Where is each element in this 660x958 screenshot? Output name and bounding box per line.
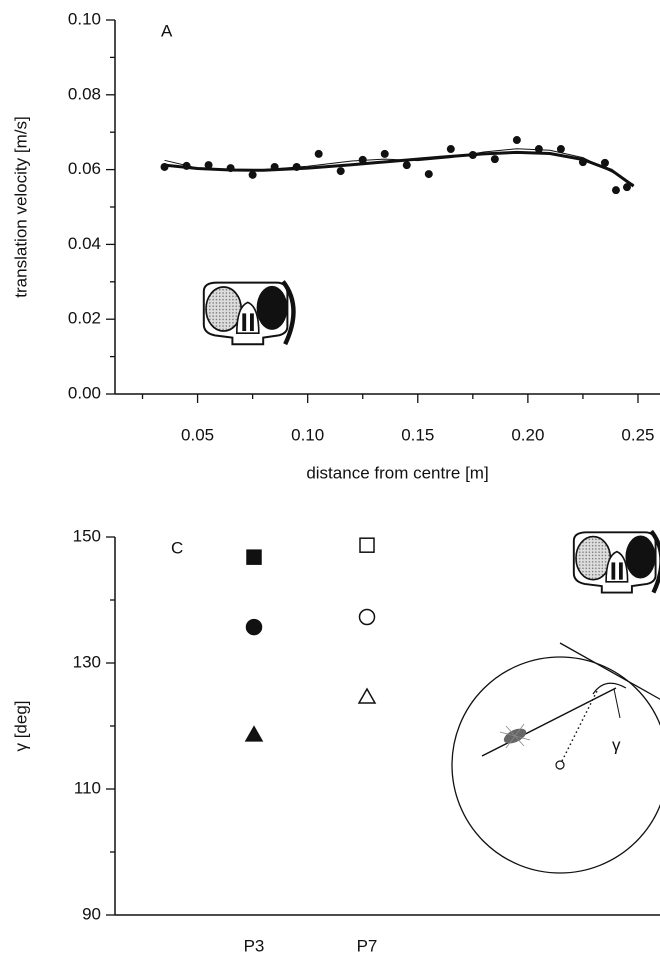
y-tick-label: 90 bbox=[82, 904, 101, 923]
data-point bbox=[468, 151, 477, 160]
arena-icon bbox=[574, 531, 660, 592]
data-point bbox=[622, 183, 631, 192]
data-point bbox=[490, 155, 499, 164]
data-point bbox=[226, 164, 235, 173]
y-tick-label: 130 bbox=[73, 652, 101, 671]
data-point bbox=[248, 170, 257, 179]
y-tick-label: 110 bbox=[74, 778, 101, 797]
x-tick-label: 0.10 bbox=[291, 425, 324, 444]
marker-triangle bbox=[244, 725, 264, 742]
marker-triangle bbox=[357, 687, 377, 704]
data-point bbox=[314, 149, 323, 158]
data-point bbox=[204, 161, 213, 170]
data-point bbox=[402, 161, 411, 170]
marker-square bbox=[246, 549, 262, 565]
y-tick-label: 0.10 bbox=[68, 9, 101, 28]
x-axis-label: distance from centre [m] bbox=[306, 463, 488, 482]
data-point bbox=[292, 162, 301, 171]
x-tick-label: 0.05 bbox=[181, 425, 214, 444]
y-tick-label: 0.00 bbox=[68, 383, 101, 402]
marker-circle bbox=[358, 608, 376, 626]
panel-label: C bbox=[171, 538, 183, 557]
data-point bbox=[611, 186, 620, 195]
y-tick-label: 0.06 bbox=[68, 159, 101, 178]
x-tick-label: P3 bbox=[244, 936, 265, 955]
data-point bbox=[446, 145, 455, 154]
y-tick-label: 0.08 bbox=[68, 84, 101, 103]
x-tick-label: 0.20 bbox=[511, 425, 544, 444]
fit-line bbox=[164, 148, 634, 186]
data-point bbox=[424, 170, 433, 179]
x-tick-label: 0.25 bbox=[621, 425, 654, 444]
data-point bbox=[556, 145, 565, 154]
y-tick-label: 0.04 bbox=[68, 234, 101, 253]
y-axis-label: translation velocity [m/s] bbox=[11, 116, 30, 297]
fit-line bbox=[164, 150, 635, 188]
marker-square bbox=[359, 537, 375, 553]
y-tick-label: 0.02 bbox=[68, 309, 101, 328]
data-point bbox=[358, 155, 367, 164]
data-point bbox=[380, 149, 389, 158]
data-point bbox=[336, 167, 345, 176]
x-tick-label: P7 bbox=[357, 936, 378, 955]
data-point bbox=[160, 162, 169, 171]
data-point bbox=[578, 158, 587, 167]
panel-label: A bbox=[161, 21, 173, 40]
y-tick-label: 150 bbox=[73, 526, 101, 545]
annotation: γ bbox=[612, 735, 621, 754]
y-axis-label: γ [deg] bbox=[11, 700, 30, 751]
marker-circle bbox=[245, 618, 263, 636]
data-point bbox=[600, 158, 609, 167]
geometry-diagram bbox=[451, 642, 660, 874]
arena-icon bbox=[204, 282, 294, 345]
data-point bbox=[182, 161, 191, 170]
data-point bbox=[534, 145, 543, 154]
data-point bbox=[270, 162, 279, 171]
x-tick-label: 0.15 bbox=[401, 425, 434, 444]
data-point bbox=[512, 136, 521, 145]
